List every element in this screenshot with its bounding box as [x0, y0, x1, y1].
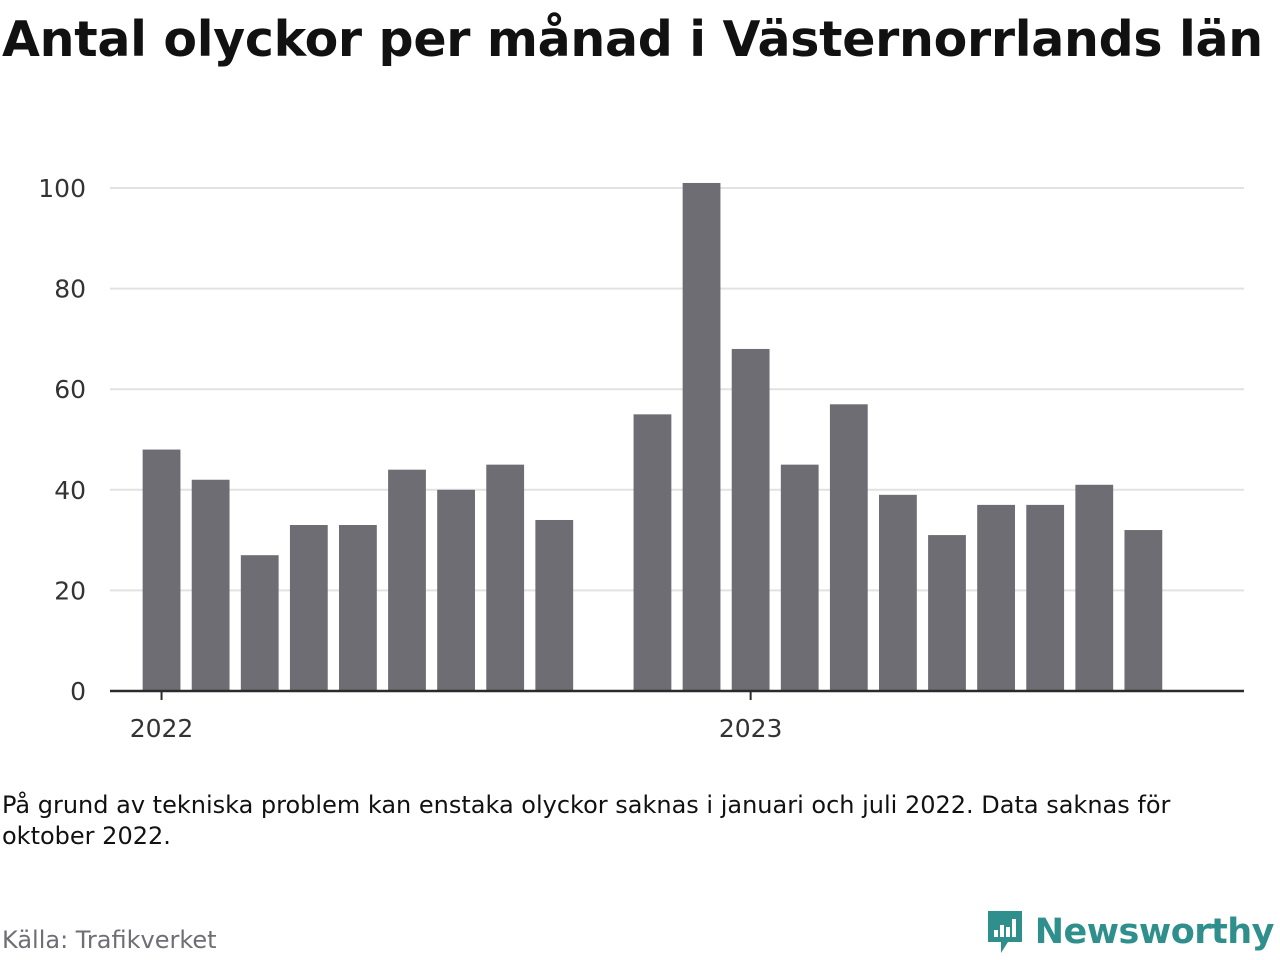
bar [535, 519, 574, 691]
brand-logo: Newsworthy [985, 906, 1275, 958]
y-tick-label: 60 [54, 375, 86, 404]
chart-title: Antal olyckor per månad i Västernorrland… [2, 11, 1263, 68]
y-tick-label: 100 [38, 174, 86, 203]
gridlines [110, 187, 1244, 592]
y-tick-label: 20 [54, 576, 86, 605]
bar [780, 464, 819, 691]
bar [289, 525, 328, 691]
bar [339, 525, 377, 691]
bar [879, 494, 917, 691]
bar [240, 555, 279, 691]
bar [486, 464, 525, 691]
bar [829, 404, 868, 691]
source-label: Källa: Trafikverket [2, 926, 217, 954]
bar [142, 449, 181, 691]
bar [928, 535, 966, 691]
bar [388, 469, 426, 691]
y-tick-label: 0 [70, 677, 86, 706]
bars [142, 182, 1163, 691]
newsworthy-logo-icon [987, 911, 1022, 953]
bar [1026, 504, 1065, 691]
bar [633, 414, 672, 691]
bar [731, 348, 770, 691]
bar [191, 479, 230, 691]
x-tick-label: 2023 [719, 714, 783, 743]
y-tick-label: 40 [54, 476, 86, 505]
brand-name: Newsworthy [1034, 912, 1275, 952]
bar [1075, 484, 1114, 691]
bar [1124, 530, 1163, 691]
x-tick-label: 2022 [130, 714, 194, 743]
chart-note: På grund av tekniska problem kan enstaka… [2, 791, 1171, 850]
bar [437, 489, 475, 691]
x-axis: 2022 2023 [110, 689, 1244, 743]
bar [682, 182, 721, 691]
y-axis-labels: 0 20 40 60 80 100 [38, 174, 86, 706]
y-tick-label: 80 [54, 275, 86, 304]
bar [977, 504, 1015, 691]
